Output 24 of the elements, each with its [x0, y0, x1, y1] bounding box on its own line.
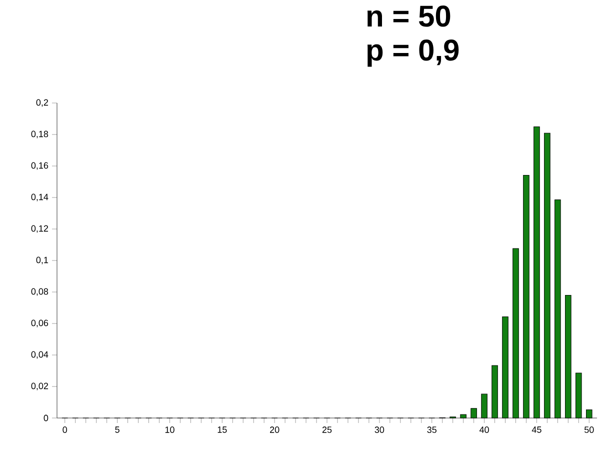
y-tick-label: 0,04: [31, 351, 48, 359]
x-tick-label: 15: [218, 426, 227, 433]
y-tick-label: 0,2: [36, 99, 48, 107]
y-tick-label: 0,08: [31, 288, 48, 296]
x-tick-label: 20: [270, 426, 280, 433]
x-tick-label: 40: [479, 426, 489, 433]
chart-subtitle: p = 0,9: [368, 40, 459, 67]
x-tick-label: 30: [374, 426, 384, 433]
x-tick-label: 45: [532, 426, 542, 433]
y-tick-label: 0,06: [31, 320, 48, 328]
chart-title: n = 50: [368, 6, 450, 27]
x-tick-label: 10: [165, 426, 174, 433]
y-tick-label: 0,12: [31, 225, 48, 233]
y-tick-label: 0: [44, 414, 48, 422]
y-tick-label: 0,16: [31, 162, 48, 170]
x-tick-label: 0: [62, 426, 68, 433]
x-tick-label: 25: [322, 426, 332, 433]
x-tick-label: 5: [115, 426, 120, 433]
y-tick-label: 0,1: [36, 256, 48, 264]
y-tick-label: 0,18: [31, 130, 48, 138]
x-tick-label: 50: [584, 426, 594, 433]
x-tick-label: 35: [427, 426, 436, 433]
y-tick-label: 0,02: [31, 382, 48, 390]
y-tick-label: 0,14: [31, 194, 48, 202]
